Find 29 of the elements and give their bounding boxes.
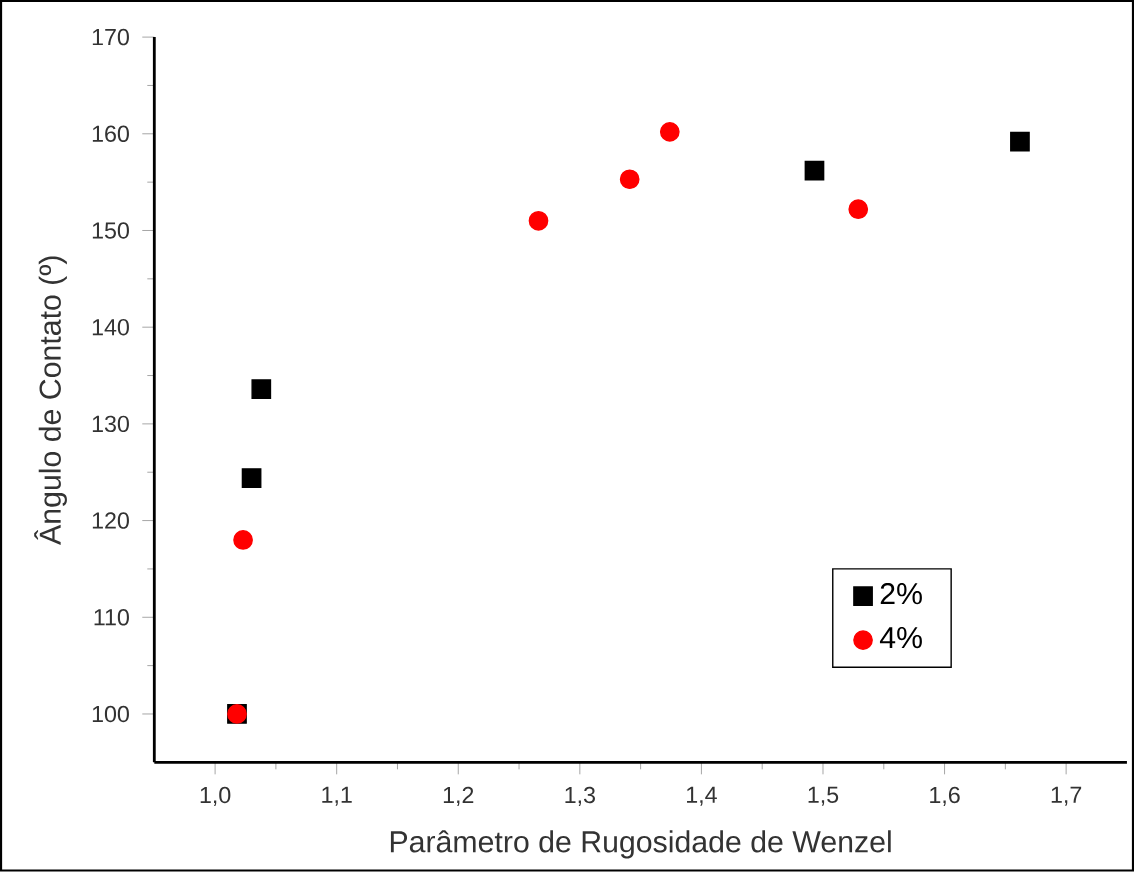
x-tick-label: 1,7 [1051,786,1082,806]
y-tick-label: 100 [92,705,129,723]
point [804,160,825,181]
legend-label: 4% [879,627,922,649]
y-tick-label: 120 [92,512,129,530]
point [233,530,253,550]
x-tick-label: 1,2 [443,786,474,807]
point [528,211,549,231]
x-axis-title: Parâmetro de Rugosidade de Wenzel [390,830,891,859]
point [848,199,869,220]
x-tick-label: 1,4 [687,786,717,806]
point [251,379,272,400]
point [241,468,262,489]
x-tick-label: 1,6 [930,786,960,807]
x-tick-label: 1,3 [565,786,595,807]
y-tick-label: 160 [92,125,129,143]
y-tick-label: 110 [94,609,129,626]
legend-label: 2% [880,583,922,605]
y-tick-label: 150 [92,222,129,239]
x-tick-label: 1,0 [200,786,231,807]
y-tick-label: 140 [92,319,129,336]
point [659,122,680,142]
y-tick-label: 130 [92,415,129,433]
point [1010,131,1030,152]
x-tick-label: 1,1 [322,786,352,806]
y-tick-label: 170 [92,29,129,46]
y-axis-title: Ângulo de Contato (º) [34,256,67,546]
point [619,169,640,190]
x-tick-label: 1,5 [808,786,839,806]
